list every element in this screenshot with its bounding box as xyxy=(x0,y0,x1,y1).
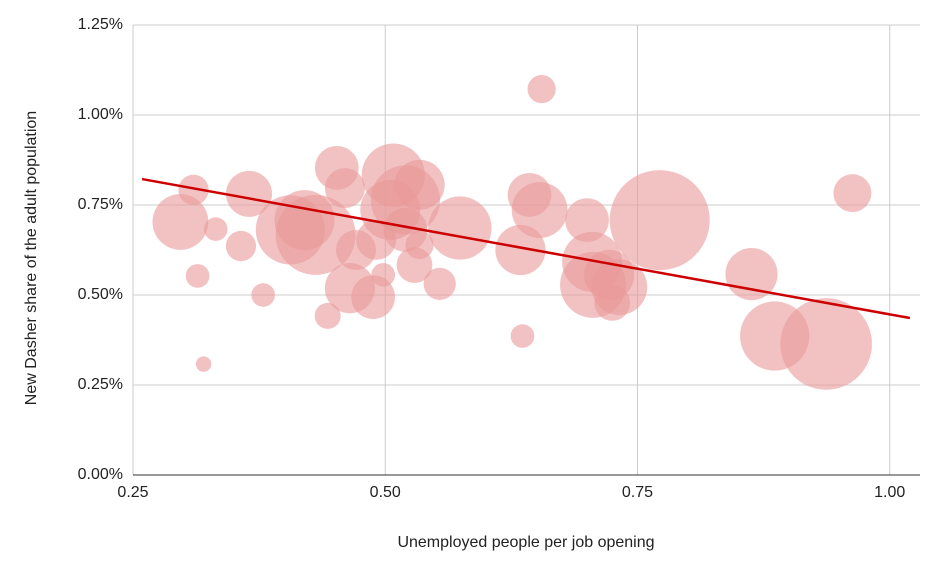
x-tick-label: 0.75 xyxy=(622,484,653,501)
bubble xyxy=(405,230,434,260)
bubble xyxy=(203,217,228,241)
bubble xyxy=(591,259,648,316)
bubble xyxy=(225,230,257,262)
bubble xyxy=(195,356,212,372)
y-tick-label: 0.00% xyxy=(78,466,123,483)
bubble xyxy=(324,168,365,209)
bubble xyxy=(495,224,546,276)
y-tick-label: 0.75% xyxy=(78,196,123,213)
bubble xyxy=(511,182,568,238)
bubble xyxy=(274,190,335,251)
bubble xyxy=(780,298,872,390)
bubble xyxy=(185,264,210,288)
bubble xyxy=(609,170,710,271)
y-axis-title: New Dasher share of the adult population xyxy=(23,111,40,405)
y-tick-label: 1.25% xyxy=(78,16,123,33)
y-tick-label: 0.50% xyxy=(78,286,123,303)
bubble xyxy=(423,267,456,300)
bubble xyxy=(226,170,273,217)
trendline xyxy=(141,177,911,320)
bubble xyxy=(510,324,535,348)
bubble xyxy=(178,174,209,206)
x-tick-label: 0.25 xyxy=(117,484,148,501)
bubble xyxy=(371,263,396,287)
bubble xyxy=(251,283,275,307)
x-axis-title: Unemployed people per job opening xyxy=(397,534,654,551)
y-tick-label: 0.25% xyxy=(78,376,123,393)
bubble xyxy=(394,159,445,210)
bubble xyxy=(565,198,609,243)
y-tick-label: 1.00% xyxy=(78,106,123,123)
x-tick-label: 0.50 xyxy=(370,484,401,501)
bubble xyxy=(314,302,341,329)
bubble xyxy=(428,196,492,260)
x-tick-label: 1.00 xyxy=(874,484,905,501)
bubble xyxy=(152,193,209,250)
bubble xyxy=(527,74,556,104)
bubble xyxy=(833,174,872,213)
